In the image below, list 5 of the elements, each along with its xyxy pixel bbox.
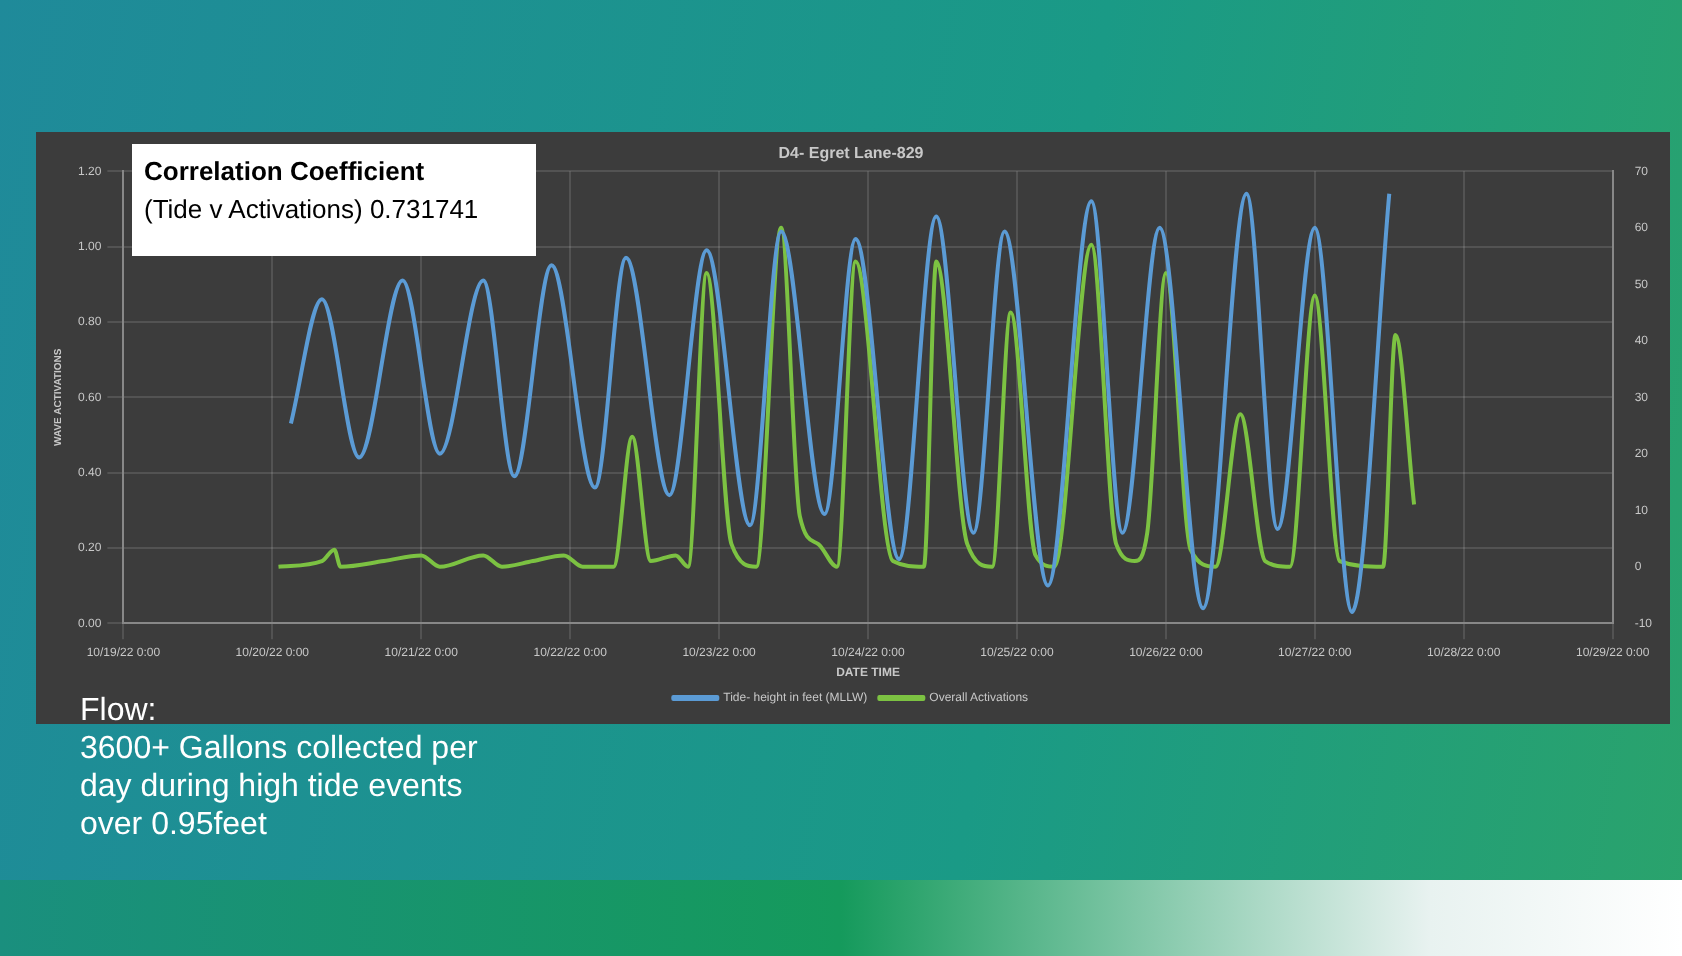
text: 3600+ Gallons collected per day during high tide events over 0.95feet [80,730,480,844]
chart-title: D4- Egret Lane-829 [778,144,925,163]
annotation: (Tide v Activations) 0.731741 [144,192,481,228]
annotation: Correlation Coefficient [144,154,427,190]
text: Flow: [80,692,159,730]
